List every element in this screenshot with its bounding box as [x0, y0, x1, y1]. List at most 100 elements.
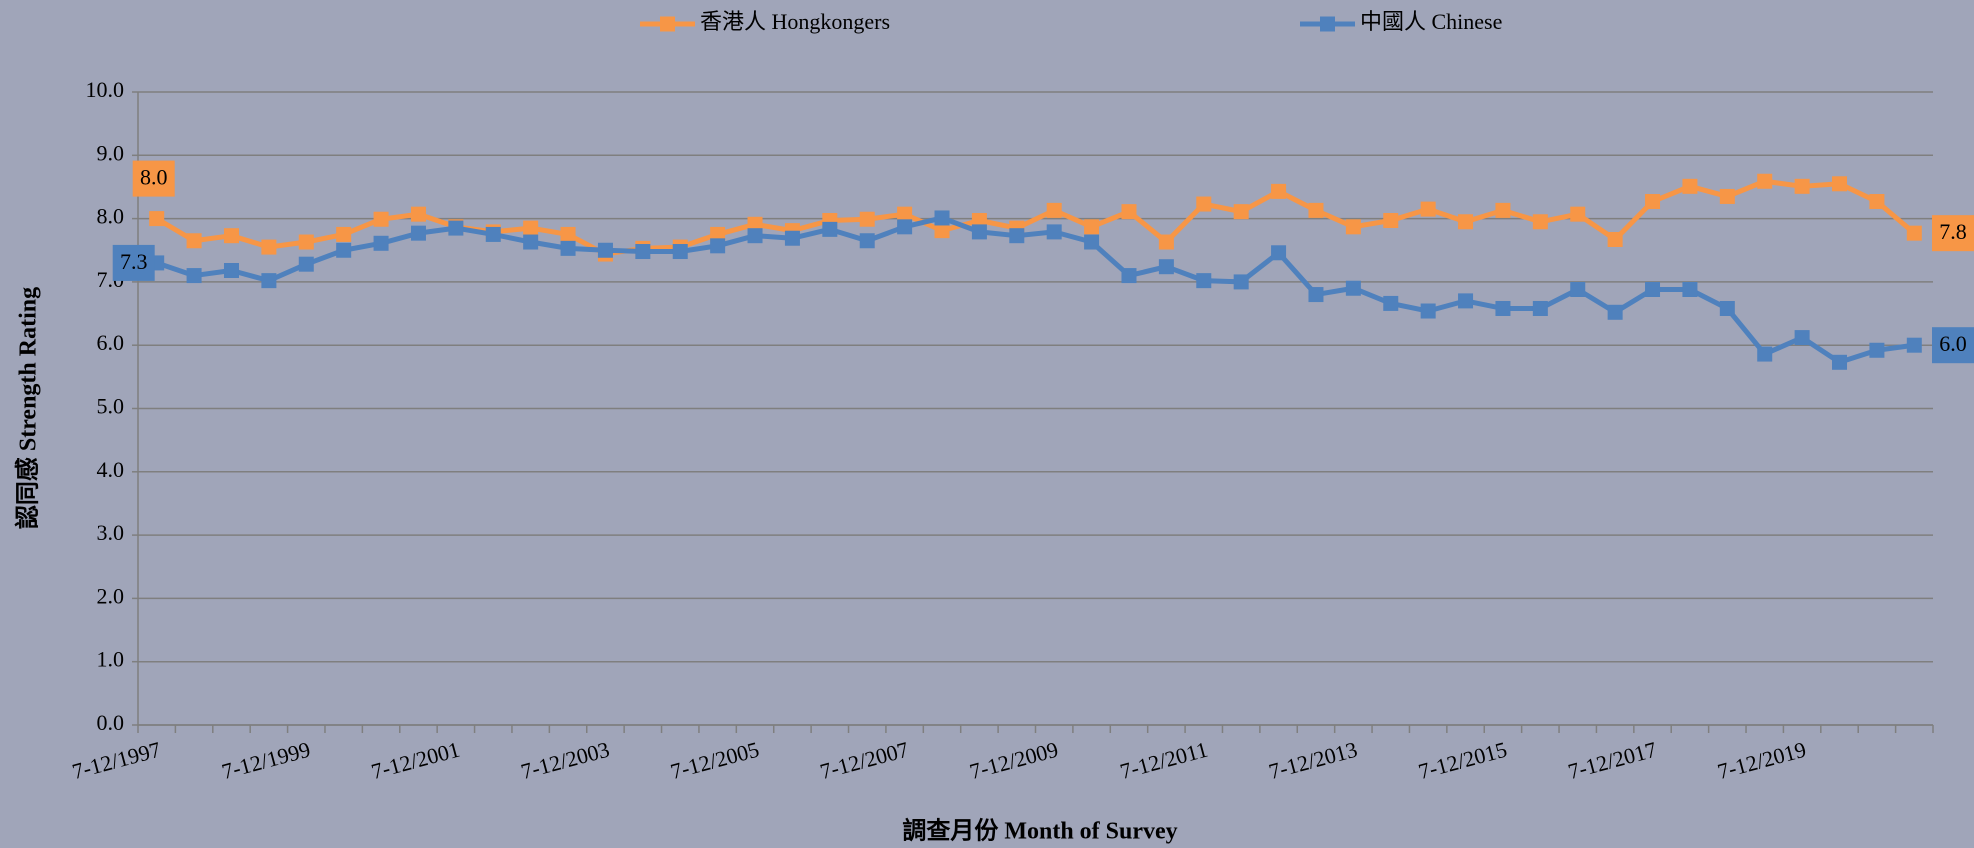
y-tick-label: 3.0	[97, 520, 125, 545]
value-label-box	[132, 160, 175, 197]
point-marker	[1682, 178, 1698, 194]
point-marker	[1719, 300, 1735, 316]
point-marker	[1458, 214, 1474, 230]
point-marker	[410, 206, 426, 222]
point-marker	[1495, 300, 1511, 316]
point-marker	[410, 225, 426, 241]
point-marker	[1869, 194, 1885, 210]
point-marker	[1383, 212, 1399, 228]
x-tick-label: 7-12/2005	[668, 737, 762, 785]
point-marker	[1308, 202, 1324, 218]
value-label-box	[112, 244, 155, 281]
point-marker	[1420, 303, 1436, 319]
point-marker	[1046, 224, 1062, 240]
y-tick-label: 10.0	[86, 77, 125, 102]
point-marker	[1906, 337, 1922, 353]
point-marker	[635, 244, 651, 260]
point-marker	[1794, 330, 1810, 346]
point-marker	[1458, 293, 1474, 309]
point-marker	[523, 220, 539, 236]
point-marker	[1832, 176, 1848, 192]
y-tick-label: 2.0	[97, 583, 125, 608]
point-marker	[373, 235, 389, 251]
point-marker	[336, 242, 352, 258]
point-marker	[523, 234, 539, 250]
point-marker	[710, 226, 726, 242]
x-tick-label: 7-12/2015	[1416, 737, 1510, 785]
value-label: 7.8	[1939, 219, 1967, 244]
point-marker	[934, 210, 950, 226]
point-marker	[1233, 274, 1249, 290]
point-marker	[897, 219, 913, 235]
point-marker	[1757, 346, 1773, 362]
point-marker	[1009, 228, 1025, 244]
point-marker	[1271, 245, 1287, 261]
legend-label: 中國人 Chinese	[1360, 9, 1502, 34]
point-marker	[710, 238, 726, 254]
point-marker	[1832, 354, 1848, 370]
point-marker	[448, 220, 464, 236]
y-tick-label: 4.0	[97, 457, 125, 482]
point-marker	[186, 268, 202, 284]
point-marker	[859, 211, 875, 227]
point-marker	[1084, 234, 1100, 250]
point-marker	[747, 216, 763, 232]
point-marker	[1794, 178, 1810, 194]
point-marker	[298, 256, 314, 272]
y-tick-label: 6.0	[97, 330, 125, 355]
x-tick-label: 7-12/2003	[518, 737, 612, 785]
x-tick-label: 7-12/2001	[369, 737, 463, 785]
x-tick-label: 7-12/1997	[69, 737, 163, 785]
point-marker	[784, 230, 800, 246]
x-tick-label: 7-12/2009	[967, 737, 1061, 785]
y-tick-label: 5.0	[97, 394, 125, 419]
value-label: 7.3	[120, 249, 148, 274]
point-marker	[186, 233, 202, 249]
value-label-box	[1932, 327, 1974, 364]
point-marker	[1196, 273, 1212, 289]
point-marker	[672, 244, 688, 260]
point-marker	[1271, 183, 1287, 199]
point-marker	[1869, 342, 1885, 358]
point-marker	[1158, 259, 1174, 275]
point-marker	[485, 226, 501, 242]
point-marker	[1383, 295, 1399, 311]
point-marker	[934, 223, 950, 239]
point-marker	[859, 233, 875, 249]
point-marker	[897, 206, 913, 222]
point-marker	[298, 234, 314, 250]
point-marker	[1121, 268, 1137, 284]
point-marker	[373, 211, 389, 227]
point-marker	[560, 240, 576, 256]
point-marker	[597, 242, 613, 258]
legend-marker	[1320, 16, 1335, 32]
point-marker	[971, 212, 987, 228]
x-tick-label: 7-12/2019	[1715, 737, 1809, 785]
x-tick-label: 7-12/2011	[1117, 737, 1210, 784]
point-marker	[971, 224, 987, 240]
x-tick-label: 7-12/1999	[219, 737, 313, 785]
x-tick-label: 7-12/2007	[817, 737, 911, 785]
point-marker	[261, 239, 277, 255]
point-marker	[1233, 204, 1249, 220]
x-tick-label: 7-12/2017	[1565, 737, 1659, 785]
point-marker	[1607, 304, 1623, 320]
point-marker	[1906, 225, 1922, 241]
point-marker	[1495, 202, 1511, 218]
point-marker	[223, 228, 239, 244]
y-tick-label: 0.0	[97, 710, 125, 735]
point-marker	[149, 211, 165, 227]
point-marker	[822, 221, 838, 237]
point-marker	[1308, 287, 1324, 303]
point-marker	[1645, 194, 1661, 210]
point-marker	[747, 228, 763, 244]
legend-marker	[660, 16, 675, 32]
value-label: 6.0	[1939, 331, 1967, 356]
y-tick-label: 9.0	[97, 140, 125, 165]
point-marker	[1158, 234, 1174, 250]
point-marker	[1046, 202, 1062, 218]
value-label-box	[1932, 215, 1974, 252]
point-marker	[1084, 219, 1100, 235]
point-marker	[1719, 188, 1735, 204]
